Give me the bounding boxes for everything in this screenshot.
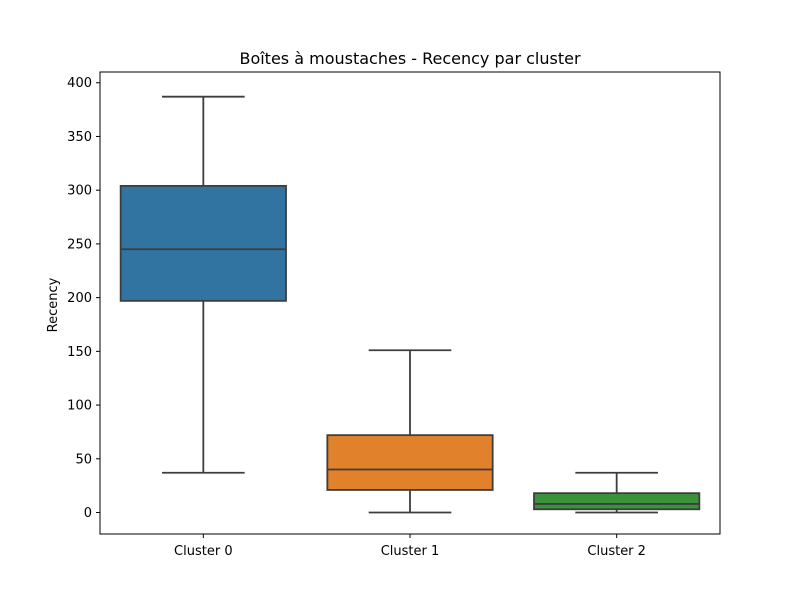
y-tick-label: 100: [67, 399, 92, 414]
y-tick-label: 400: [67, 76, 92, 91]
iqr-box: [326, 434, 494, 491]
x-axis: Cluster 0 Cluster 1 Cluster 2: [174, 534, 646, 559]
y-tick-label: 200: [67, 291, 92, 306]
y-axis-title: Recency: [46, 277, 61, 332]
plot-frame: [99, 71, 721, 535]
box-cluster-1: [326, 349, 494, 514]
y-tick-label: 0: [84, 506, 92, 521]
plot-area: [119, 95, 701, 514]
y-axis: 0 50 100 150 200 250 300 350 400: [67, 76, 100, 521]
chart-title: Boîtes à moustaches - Recency par cluste…: [239, 49, 580, 68]
box-cluster-2: [533, 471, 701, 514]
y-tick-label: 50: [75, 452, 92, 467]
box-cluster-0: [119, 95, 287, 474]
y-tick-label: 300: [67, 184, 92, 199]
y-tick-label: 150: [67, 345, 92, 360]
iqr-box: [533, 492, 701, 511]
y-tick-label: 350: [67, 130, 92, 145]
iqr-box: [119, 184, 287, 302]
y-tick-label: 250: [67, 237, 92, 252]
x-tick-label: Cluster 1: [381, 544, 440, 559]
x-tick-label: Cluster 2: [587, 544, 646, 559]
x-tick-label: Cluster 0: [174, 544, 233, 559]
